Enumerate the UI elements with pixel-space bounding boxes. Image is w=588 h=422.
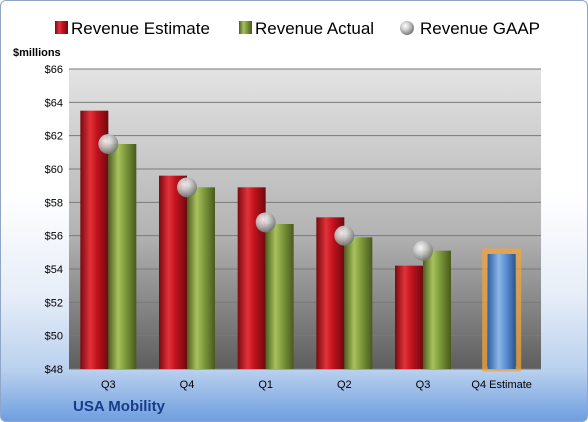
y-tick-label: $52: [45, 297, 63, 309]
bar-revenue-actual: [344, 237, 373, 369]
marker-revenue-gaap: [255, 212, 276, 233]
legend-marker-revenue-gaap: [400, 21, 414, 35]
bar-revenue-actual: [265, 224, 294, 369]
bar-revenue-actual: [187, 187, 215, 369]
legend-swatch-revenue-estimate: [55, 21, 68, 34]
y-tick-label: $50: [45, 331, 63, 343]
y-tick-label: $64: [45, 97, 63, 109]
x-tick-label: Q3: [416, 379, 431, 391]
marker-revenue-gaap: [177, 177, 197, 198]
legend-label-revenue-gaap: Revenue GAAP: [420, 19, 540, 38]
bar-revenue-estimate: [80, 110, 109, 370]
company-name: USA Mobility: [73, 398, 165, 415]
x-tick-label: Q4: [180, 379, 195, 391]
bar-q4-estimate: [487, 254, 516, 369]
marker-revenue-gaap: [334, 225, 355, 246]
bar-revenue-actual: [108, 144, 137, 369]
x-tick-label: Q4 Estimate: [471, 379, 532, 391]
marker-revenue-gaap: [98, 134, 119, 154]
x-tick-label: Q3: [101, 379, 116, 391]
plot-area: [69, 69, 541, 369]
bar-revenue-estimate: [159, 175, 187, 369]
legend-swatch-revenue-actual: [239, 21, 252, 34]
y-tick-label: $66: [45, 64, 63, 76]
x-tick-label: Q2: [337, 379, 352, 391]
y-tick-label: $54: [45, 264, 63, 276]
bar-revenue-estimate: [395, 265, 423, 369]
y-tick-label: $60: [45, 164, 63, 176]
legend-label-revenue-estimate: Revenue Estimate: [71, 19, 210, 38]
y-tick-label: $56: [45, 231, 63, 243]
y-tick-label: $58: [45, 197, 63, 209]
y-tick-label: $48: [45, 364, 63, 376]
x-tick-label: Q1: [258, 379, 273, 391]
y-tick-label: $62: [45, 131, 63, 143]
marker-revenue-gaap: [413, 240, 433, 261]
legend-label-revenue-actual: Revenue Actual: [255, 19, 374, 38]
legend: Revenue Estimate Revenue Actual Revenue …: [55, 19, 540, 38]
bar-revenue-actual: [423, 250, 451, 369]
y-axis-title: $millions: [13, 47, 61, 59]
